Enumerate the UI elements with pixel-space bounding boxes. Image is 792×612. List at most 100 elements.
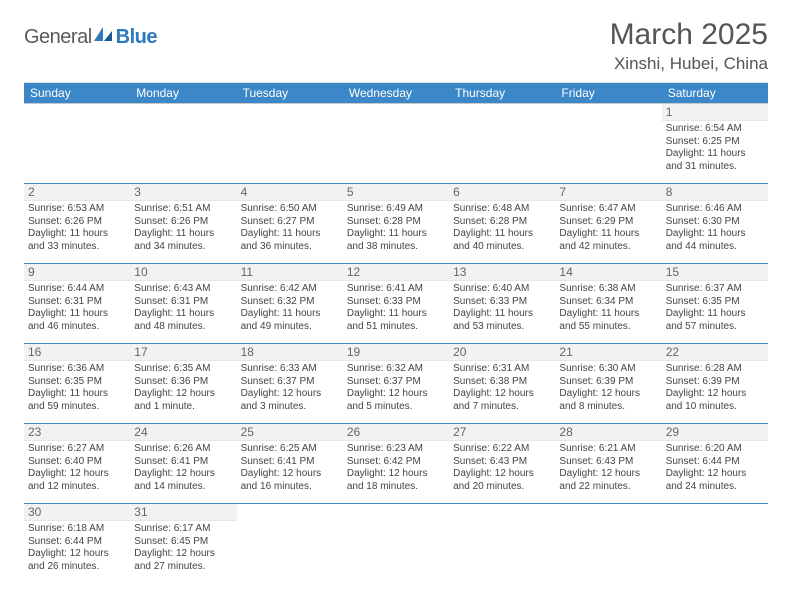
brand-part1: General bbox=[24, 26, 92, 49]
day-number: 2 bbox=[24, 184, 130, 201]
title-block: March 2025 Xinshi, Hubei, China bbox=[610, 18, 768, 74]
sunset-text: Sunset: 6:32 PM bbox=[241, 296, 339, 309]
day-number: 31 bbox=[130, 504, 236, 521]
calendar-day-cell: 9Sunrise: 6:44 AMSunset: 6:31 PMDaylight… bbox=[24, 264, 130, 344]
weekday-header: Monday bbox=[130, 83, 236, 104]
daylight-text: Daylight: 11 hours and 36 minutes. bbox=[241, 228, 339, 253]
day-number: 5 bbox=[343, 184, 449, 201]
daylight-text: Daylight: 11 hours and 46 minutes. bbox=[28, 308, 126, 333]
sunrise-text: Sunrise: 6:30 AM bbox=[559, 363, 657, 376]
daylight-text: Daylight: 11 hours and 59 minutes. bbox=[28, 388, 126, 413]
day-details: Sunrise: 6:41 AMSunset: 6:33 PMDaylight:… bbox=[343, 281, 449, 337]
daylight-text: Daylight: 11 hours and 49 minutes. bbox=[241, 308, 339, 333]
calendar-day-cell: 30Sunrise: 6:18 AMSunset: 6:44 PMDayligh… bbox=[24, 504, 130, 584]
calendar-day-cell: 28Sunrise: 6:21 AMSunset: 6:43 PMDayligh… bbox=[555, 424, 661, 504]
sunrise-text: Sunrise: 6:28 AM bbox=[666, 363, 764, 376]
calendar-week-row: 9Sunrise: 6:44 AMSunset: 6:31 PMDaylight… bbox=[24, 264, 768, 344]
day-details: Sunrise: 6:37 AMSunset: 6:35 PMDaylight:… bbox=[662, 281, 768, 337]
day-number: 24 bbox=[130, 424, 236, 441]
day-details: Sunrise: 6:25 AMSunset: 6:41 PMDaylight:… bbox=[237, 441, 343, 497]
day-details: Sunrise: 6:27 AMSunset: 6:40 PMDaylight:… bbox=[24, 441, 130, 497]
daylight-text: Daylight: 11 hours and 31 minutes. bbox=[666, 148, 764, 173]
location: Xinshi, Hubei, China bbox=[610, 54, 768, 74]
daylight-text: Daylight: 12 hours and 26 minutes. bbox=[28, 548, 126, 573]
day-details: Sunrise: 6:30 AMSunset: 6:39 PMDaylight:… bbox=[555, 361, 661, 417]
sunset-text: Sunset: 6:39 PM bbox=[666, 376, 764, 389]
calendar-day-cell: 14Sunrise: 6:38 AMSunset: 6:34 PMDayligh… bbox=[555, 264, 661, 344]
sunset-text: Sunset: 6:44 PM bbox=[28, 536, 126, 549]
day-details: Sunrise: 6:17 AMSunset: 6:45 PMDaylight:… bbox=[130, 521, 236, 577]
day-number: 9 bbox=[24, 264, 130, 281]
header: General Blue March 2025 Xinshi, Hubei, C… bbox=[24, 18, 768, 74]
sunrise-text: Sunrise: 6:21 AM bbox=[559, 443, 657, 456]
day-details: Sunrise: 6:40 AMSunset: 6:33 PMDaylight:… bbox=[449, 281, 555, 337]
sunrise-text: Sunrise: 6:35 AM bbox=[134, 363, 232, 376]
sunset-text: Sunset: 6:33 PM bbox=[347, 296, 445, 309]
calendar-day-cell: 25Sunrise: 6:25 AMSunset: 6:41 PMDayligh… bbox=[237, 424, 343, 504]
calendar-day-cell: 1Sunrise: 6:54 AMSunset: 6:25 PMDaylight… bbox=[662, 104, 768, 184]
calendar-day-cell: 20Sunrise: 6:31 AMSunset: 6:38 PMDayligh… bbox=[449, 344, 555, 424]
sunrise-text: Sunrise: 6:37 AM bbox=[666, 283, 764, 296]
day-number: 14 bbox=[555, 264, 661, 281]
day-number: 26 bbox=[343, 424, 449, 441]
sunset-text: Sunset: 6:36 PM bbox=[134, 376, 232, 389]
sunrise-text: Sunrise: 6:38 AM bbox=[559, 283, 657, 296]
day-details: Sunrise: 6:49 AMSunset: 6:28 PMDaylight:… bbox=[343, 201, 449, 257]
sunset-text: Sunset: 6:41 PM bbox=[134, 456, 232, 469]
day-number: 27 bbox=[449, 424, 555, 441]
calendar-day-cell: 4Sunrise: 6:50 AMSunset: 6:27 PMDaylight… bbox=[237, 184, 343, 264]
sunrise-text: Sunrise: 6:23 AM bbox=[347, 443, 445, 456]
calendar-day-cell bbox=[343, 504, 449, 584]
daylight-text: Daylight: 11 hours and 34 minutes. bbox=[134, 228, 232, 253]
sunset-text: Sunset: 6:35 PM bbox=[666, 296, 764, 309]
sunrise-text: Sunrise: 6:25 AM bbox=[241, 443, 339, 456]
day-number: 13 bbox=[449, 264, 555, 281]
day-details: Sunrise: 6:50 AMSunset: 6:27 PMDaylight:… bbox=[237, 201, 343, 257]
calendar-day-cell: 5Sunrise: 6:49 AMSunset: 6:28 PMDaylight… bbox=[343, 184, 449, 264]
day-number: 7 bbox=[555, 184, 661, 201]
calendar-day-cell: 16Sunrise: 6:36 AMSunset: 6:35 PMDayligh… bbox=[24, 344, 130, 424]
sunset-text: Sunset: 6:29 PM bbox=[559, 216, 657, 229]
calendar-day-cell: 19Sunrise: 6:32 AMSunset: 6:37 PMDayligh… bbox=[343, 344, 449, 424]
day-number: 20 bbox=[449, 344, 555, 361]
calendar-day-cell: 22Sunrise: 6:28 AMSunset: 6:39 PMDayligh… bbox=[662, 344, 768, 424]
day-details: Sunrise: 6:51 AMSunset: 6:26 PMDaylight:… bbox=[130, 201, 236, 257]
daylight-text: Daylight: 11 hours and 42 minutes. bbox=[559, 228, 657, 253]
day-details: Sunrise: 6:48 AMSunset: 6:28 PMDaylight:… bbox=[449, 201, 555, 257]
daylight-text: Daylight: 12 hours and 18 minutes. bbox=[347, 468, 445, 493]
sunrise-text: Sunrise: 6:26 AM bbox=[134, 443, 232, 456]
daylight-text: Daylight: 11 hours and 44 minutes. bbox=[666, 228, 764, 253]
sunset-text: Sunset: 6:35 PM bbox=[28, 376, 126, 389]
day-number: 28 bbox=[555, 424, 661, 441]
calendar-day-cell: 24Sunrise: 6:26 AMSunset: 6:41 PMDayligh… bbox=[130, 424, 236, 504]
sunrise-text: Sunrise: 6:33 AM bbox=[241, 363, 339, 376]
calendar-day-cell: 6Sunrise: 6:48 AMSunset: 6:28 PMDaylight… bbox=[449, 184, 555, 264]
daylight-text: Daylight: 11 hours and 40 minutes. bbox=[453, 228, 551, 253]
sunrise-text: Sunrise: 6:20 AM bbox=[666, 443, 764, 456]
sunrise-text: Sunrise: 6:46 AM bbox=[666, 203, 764, 216]
calendar-day-cell: 10Sunrise: 6:43 AMSunset: 6:31 PMDayligh… bbox=[130, 264, 236, 344]
daylight-text: Daylight: 11 hours and 55 minutes. bbox=[559, 308, 657, 333]
day-number: 3 bbox=[130, 184, 236, 201]
sunrise-text: Sunrise: 6:41 AM bbox=[347, 283, 445, 296]
day-details: Sunrise: 6:36 AMSunset: 6:35 PMDaylight:… bbox=[24, 361, 130, 417]
sunset-text: Sunset: 6:44 PM bbox=[666, 456, 764, 469]
sunset-text: Sunset: 6:40 PM bbox=[28, 456, 126, 469]
daylight-text: Daylight: 12 hours and 22 minutes. bbox=[559, 468, 657, 493]
calendar-week-row: 1Sunrise: 6:54 AMSunset: 6:25 PMDaylight… bbox=[24, 104, 768, 184]
sunrise-text: Sunrise: 6:40 AM bbox=[453, 283, 551, 296]
sunset-text: Sunset: 6:28 PM bbox=[453, 216, 551, 229]
calendar-day-cell bbox=[449, 104, 555, 184]
daylight-text: Daylight: 11 hours and 51 minutes. bbox=[347, 308, 445, 333]
day-details: Sunrise: 6:54 AMSunset: 6:25 PMDaylight:… bbox=[662, 121, 768, 177]
sunrise-text: Sunrise: 6:36 AM bbox=[28, 363, 126, 376]
day-number: 18 bbox=[237, 344, 343, 361]
sunset-text: Sunset: 6:37 PM bbox=[241, 376, 339, 389]
calendar-day-cell bbox=[24, 104, 130, 184]
day-number: 1 bbox=[662, 104, 768, 121]
day-details: Sunrise: 6:32 AMSunset: 6:37 PMDaylight:… bbox=[343, 361, 449, 417]
daylight-text: Daylight: 12 hours and 16 minutes. bbox=[241, 468, 339, 493]
day-number: 16 bbox=[24, 344, 130, 361]
sunrise-text: Sunrise: 6:22 AM bbox=[453, 443, 551, 456]
sunrise-text: Sunrise: 6:17 AM bbox=[134, 523, 232, 536]
